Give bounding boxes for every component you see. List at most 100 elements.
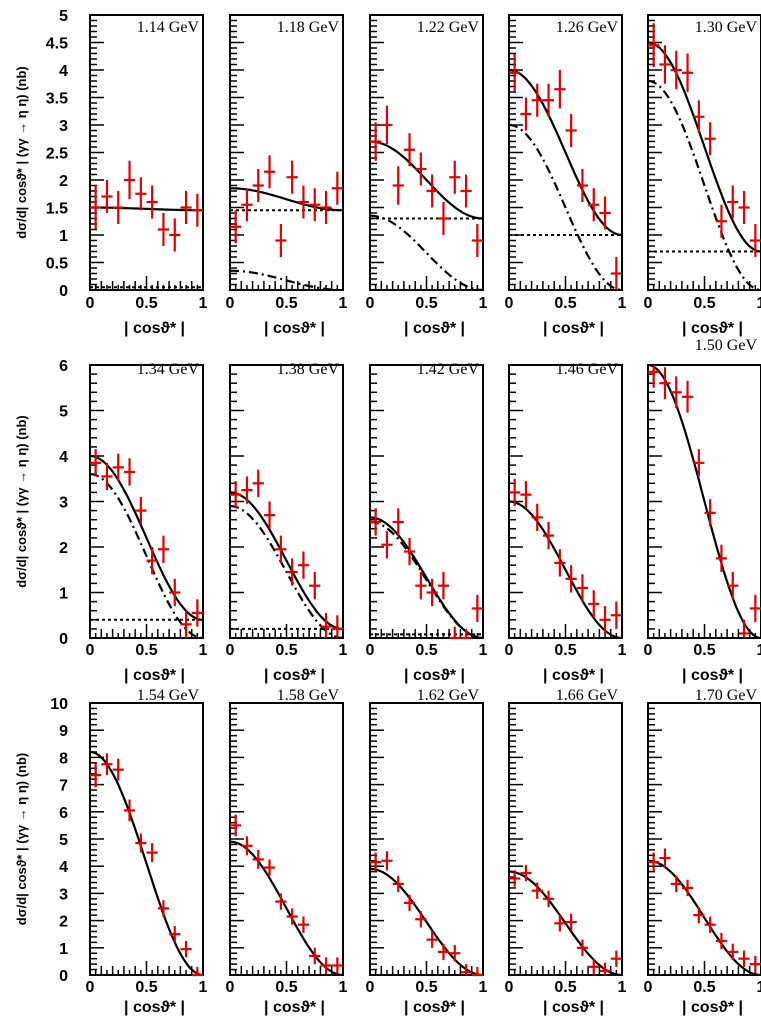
data-point xyxy=(670,875,682,893)
fit-curve xyxy=(648,365,761,638)
y-tick-label: 3 xyxy=(59,495,68,512)
data-point xyxy=(471,224,483,257)
x-tick-label: 0 xyxy=(366,979,375,996)
x-tick-label: 1 xyxy=(618,642,627,659)
y-tick-label: 2 xyxy=(59,914,68,931)
x-axis-label: | cosϑ* | xyxy=(264,999,325,1016)
fit-curve xyxy=(509,68,622,237)
y-tick-label: 5 xyxy=(59,8,68,25)
data-point xyxy=(309,572,321,600)
y-tick-label: 7 xyxy=(59,778,68,795)
data-point xyxy=(275,224,287,257)
data-point xyxy=(169,926,181,943)
x-axis-label: | cosϑ* | xyxy=(124,667,185,684)
component-curve xyxy=(370,214,483,290)
x-tick-label: 1 xyxy=(757,642,761,659)
plot-frame xyxy=(89,702,204,976)
panel-1-62-GeV: 0 0.5 1 | cosϑ* | 1.62 GeV xyxy=(366,687,488,1016)
x-tick-label: 0.5 xyxy=(554,295,576,312)
x-axis-label: | cosϑ* | xyxy=(404,667,465,684)
data-point xyxy=(135,833,147,853)
panel-1-18-GeV: 0 0.5 1 | cosϑ* | 1.18 GeV xyxy=(226,14,348,337)
x-tick-label: 1 xyxy=(199,642,208,659)
fit-curve xyxy=(648,859,761,975)
data-point xyxy=(610,950,622,967)
fit-curve xyxy=(370,867,483,975)
data-point xyxy=(648,23,660,68)
data-point xyxy=(693,100,705,134)
fit-curve xyxy=(90,454,203,621)
data-point xyxy=(738,950,750,967)
data-point xyxy=(230,210,242,244)
data-point xyxy=(588,188,600,222)
data-point xyxy=(169,578,181,607)
data-point xyxy=(670,376,682,409)
fit-curve xyxy=(509,870,622,975)
plot-frame xyxy=(229,14,344,291)
panel-1-46-GeV: 0 0.5 1 | cosϑ* | 1.46 GeV xyxy=(505,361,627,684)
data-point xyxy=(599,606,611,634)
data-point xyxy=(659,45,671,84)
data-point xyxy=(392,166,404,205)
energy-label: 1.22 GeV xyxy=(417,19,480,36)
data-point xyxy=(403,894,416,912)
y-tick-label: 3 xyxy=(59,118,68,135)
x-axis-label: | cosϑ* | xyxy=(543,999,604,1016)
data-point xyxy=(426,931,438,948)
data-point xyxy=(542,521,555,550)
fit-curve xyxy=(648,41,761,253)
data-point xyxy=(309,188,321,222)
data-point xyxy=(241,188,253,222)
data-point xyxy=(727,943,739,961)
energy-label: 1.38 GeV xyxy=(277,361,340,378)
data-point xyxy=(286,160,298,194)
x-tick-label: 0 xyxy=(366,642,375,659)
x-tick-label: 0 xyxy=(226,979,235,996)
data-point xyxy=(648,852,660,872)
data-point xyxy=(263,859,276,876)
x-axis-label: | cosϑ* | xyxy=(404,320,465,337)
x-tick-label: 0.5 xyxy=(415,295,437,312)
y-tick-label: 8 xyxy=(59,750,68,767)
energy-label: 1.66 GeV xyxy=(556,687,619,704)
data-point xyxy=(715,544,728,573)
data-point xyxy=(331,957,343,974)
energy-label: 1.30 GeV xyxy=(695,19,758,36)
y-tick-label: 6 xyxy=(59,805,68,822)
y-tick-label: 10 xyxy=(50,696,68,713)
energy-label: 1.70 GeV xyxy=(695,687,758,704)
energy-label: 1.54 GeV xyxy=(137,687,200,704)
data-point xyxy=(135,177,147,211)
data-point xyxy=(588,958,600,975)
panel-1-22-GeV: 0 0.5 1 | cosϑ* | 1.22 GeV xyxy=(366,14,488,337)
data-point xyxy=(320,957,332,974)
panel-1-42-GeV: 0 0.5 1 | cosϑ* | 1.42 GeV xyxy=(366,361,488,684)
plot-frame xyxy=(369,702,484,976)
data-point xyxy=(415,911,427,928)
data-point xyxy=(576,169,589,202)
panel-1-50-GeV: 0 0.5 1 | cosϑ* | 1.50 GeV xyxy=(644,337,761,684)
data-point xyxy=(704,122,716,156)
x-axis-label: | cosϑ* | xyxy=(124,999,185,1016)
component-curve xyxy=(648,79,761,290)
y-tick-label: 4 xyxy=(59,449,68,466)
plot-frame xyxy=(369,14,484,291)
data-point xyxy=(460,174,472,208)
data-point xyxy=(157,900,170,917)
data-point xyxy=(509,478,521,507)
x-tick-label: 0 xyxy=(505,979,514,996)
y-tick-label: 1 xyxy=(59,586,68,603)
x-tick-label: 0.5 xyxy=(275,979,297,996)
y-tick-label: 2.5 xyxy=(46,146,68,163)
y-tick-label: 3 xyxy=(59,886,68,903)
data-point xyxy=(370,122,382,161)
energy-label: 1.58 GeV xyxy=(277,687,340,704)
data-point xyxy=(542,890,555,907)
y-tick-label: 5 xyxy=(59,404,68,421)
plot-frame xyxy=(647,702,761,976)
y-tick-label: 4 xyxy=(59,63,68,80)
energy-label: 1.18 GeV xyxy=(277,19,340,36)
data-point xyxy=(90,762,102,788)
data-point xyxy=(286,908,298,925)
